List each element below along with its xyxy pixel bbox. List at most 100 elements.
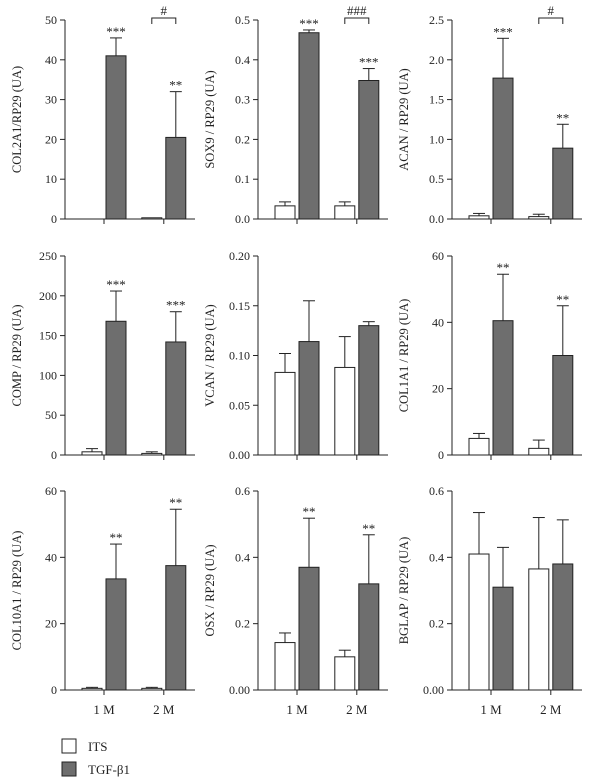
y-tick-label: 1.0: [429, 132, 444, 146]
y-axis-label: COL2A1/RP29 (UA): [10, 66, 24, 173]
panel-6: 0 20 40 60 COL1A1 / RP29 (UA) ** **: [397, 249, 582, 462]
y-axis-label: COMP / RP29 (UA): [10, 305, 24, 407]
bar: [105, 578, 127, 691]
y-tick-label: 100: [39, 368, 57, 382]
y-tick-label: 0: [51, 448, 57, 462]
bar: [492, 586, 514, 691]
panel-5: 0.00 0.05 0.10 0.15 0.20 VCAN / RP29 (UA): [203, 249, 388, 462]
panel-4: 0 50 100 150 200 250 COMP / RP29 (UA) *** ***: [10, 249, 195, 462]
bar: [141, 217, 163, 220]
y-tick-label: 0.15: [229, 299, 250, 313]
bar: [105, 55, 127, 220]
y-tick-label: 20: [432, 382, 444, 396]
bar: [528, 447, 550, 456]
y-tick-label: 0.5: [235, 13, 250, 27]
panel-2: 0.0 0.1 0.2 0.3 0.4 0.5 SOX9 / RP29 (UA) *** ***…: [203, 3, 388, 226]
y-tick-label: 0.2: [235, 617, 250, 631]
y-tick-label: 60: [45, 484, 57, 498]
bar: [141, 687, 163, 691]
bar: [528, 216, 550, 220]
bar: [274, 371, 296, 456]
panel-8: 0.00 0.2 0.4 0.6 OSX / RP29 (UA) ** 1 M ** 2 M: [203, 484, 388, 717]
y-tick-label: 0.6: [235, 484, 250, 498]
bar: [334, 366, 356, 456]
legend-label-tgf: TGF-β1: [88, 762, 130, 777]
y-tick-label: 0.2: [235, 132, 250, 146]
bar: [298, 341, 320, 456]
significance-marker: **: [556, 110, 569, 125]
y-axis-label: ACAN / RP29 (UA): [397, 68, 411, 170]
bar: [165, 341, 187, 456]
y-tick-label: 0.00: [229, 448, 250, 462]
y-tick-label: 0.4: [429, 550, 444, 564]
legend-swatch-its: [61, 738, 77, 754]
significance-marker: ***: [299, 16, 319, 31]
y-tick-label: 200: [39, 289, 57, 303]
panel-7: 0 20 40 60 COL10A1 / RP29 (UA) ** 1 M ** 2 M: [10, 484, 195, 717]
y-tick-label: 40: [432, 315, 444, 329]
bracket-label: ###: [347, 3, 367, 18]
x-tick-label: 1 M: [286, 702, 308, 717]
bar: [492, 77, 514, 220]
legend-label-its: ITS: [88, 739, 108, 754]
y-tick-label: 0.3: [235, 93, 250, 107]
y-tick-label: 0.00: [229, 683, 250, 697]
y-tick-label: 250: [39, 249, 57, 263]
bar: [81, 687, 103, 691]
bar: [468, 437, 490, 456]
x-tick-label: 1 M: [480, 702, 502, 717]
bar: [552, 147, 574, 220]
y-tick-label: 0.6: [429, 484, 444, 498]
x-tick-label: 1 M: [93, 702, 115, 717]
bar: [141, 452, 163, 456]
y-tick-label: 0.00: [423, 683, 444, 697]
y-tick-label: 50: [45, 13, 57, 27]
y-tick-label: 20: [45, 132, 57, 146]
significance-marker: ***: [106, 24, 126, 39]
y-tick-label: 30: [45, 93, 57, 107]
bar: [528, 568, 550, 691]
y-axis-label: VCAN / RP29 (UA): [203, 304, 217, 406]
y-tick-label: 60: [432, 249, 444, 263]
x-tick-label: 2 M: [540, 702, 562, 717]
y-tick-label: 0.4: [235, 53, 250, 67]
legend: ITS TGF-β1: [61, 738, 130, 777]
bar: [552, 355, 574, 456]
legend-swatch-tgf: [61, 761, 77, 777]
y-tick-label: 2.0: [429, 53, 444, 67]
y-tick-label: 20: [45, 617, 57, 631]
y-axis-label: COL10A1 / RP29 (UA): [10, 531, 24, 651]
significance-marker: ***: [106, 277, 126, 292]
comparison-bracket: [151, 17, 177, 24]
y-tick-label: 0.20: [229, 249, 250, 263]
y-tick-label: 0.0: [235, 212, 250, 226]
y-tick-label: 0: [51, 212, 57, 226]
significance-marker: **: [110, 530, 123, 545]
y-tick-label: 0.05: [229, 398, 250, 412]
y-tick-label: 0.4: [235, 550, 250, 564]
bar: [468, 215, 490, 220]
bar: [298, 32, 320, 220]
bar: [165, 136, 187, 220]
comparison-bracket: [344, 17, 370, 24]
significance-marker: **: [303, 504, 316, 519]
significance-marker: **: [169, 495, 182, 510]
y-tick-label: 2.5: [429, 13, 444, 27]
significance-marker: **: [497, 260, 510, 275]
bar: [334, 656, 356, 691]
x-tick-label: 2 M: [346, 702, 368, 717]
x-tick-label: 2 M: [153, 702, 175, 717]
bar: [492, 320, 514, 456]
y-tick-label: 1.5: [429, 93, 444, 107]
significance-marker: **: [362, 521, 375, 536]
significance-marker: **: [169, 78, 182, 93]
bar: [274, 642, 296, 691]
bar: [274, 205, 296, 220]
bracket-label: #: [548, 3, 555, 18]
y-tick-label: 0.5: [429, 172, 444, 186]
y-tick-label: 0: [51, 683, 57, 697]
